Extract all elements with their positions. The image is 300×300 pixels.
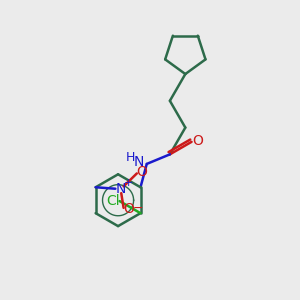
Text: N: N bbox=[116, 182, 126, 196]
Text: Cl: Cl bbox=[106, 194, 120, 208]
Text: H: H bbox=[126, 151, 135, 164]
Text: O: O bbox=[124, 202, 134, 216]
Text: −: − bbox=[133, 202, 143, 215]
Text: O: O bbox=[193, 134, 203, 148]
Text: O: O bbox=[137, 165, 148, 179]
Text: N: N bbox=[133, 155, 144, 170]
Text: +: + bbox=[124, 178, 134, 188]
